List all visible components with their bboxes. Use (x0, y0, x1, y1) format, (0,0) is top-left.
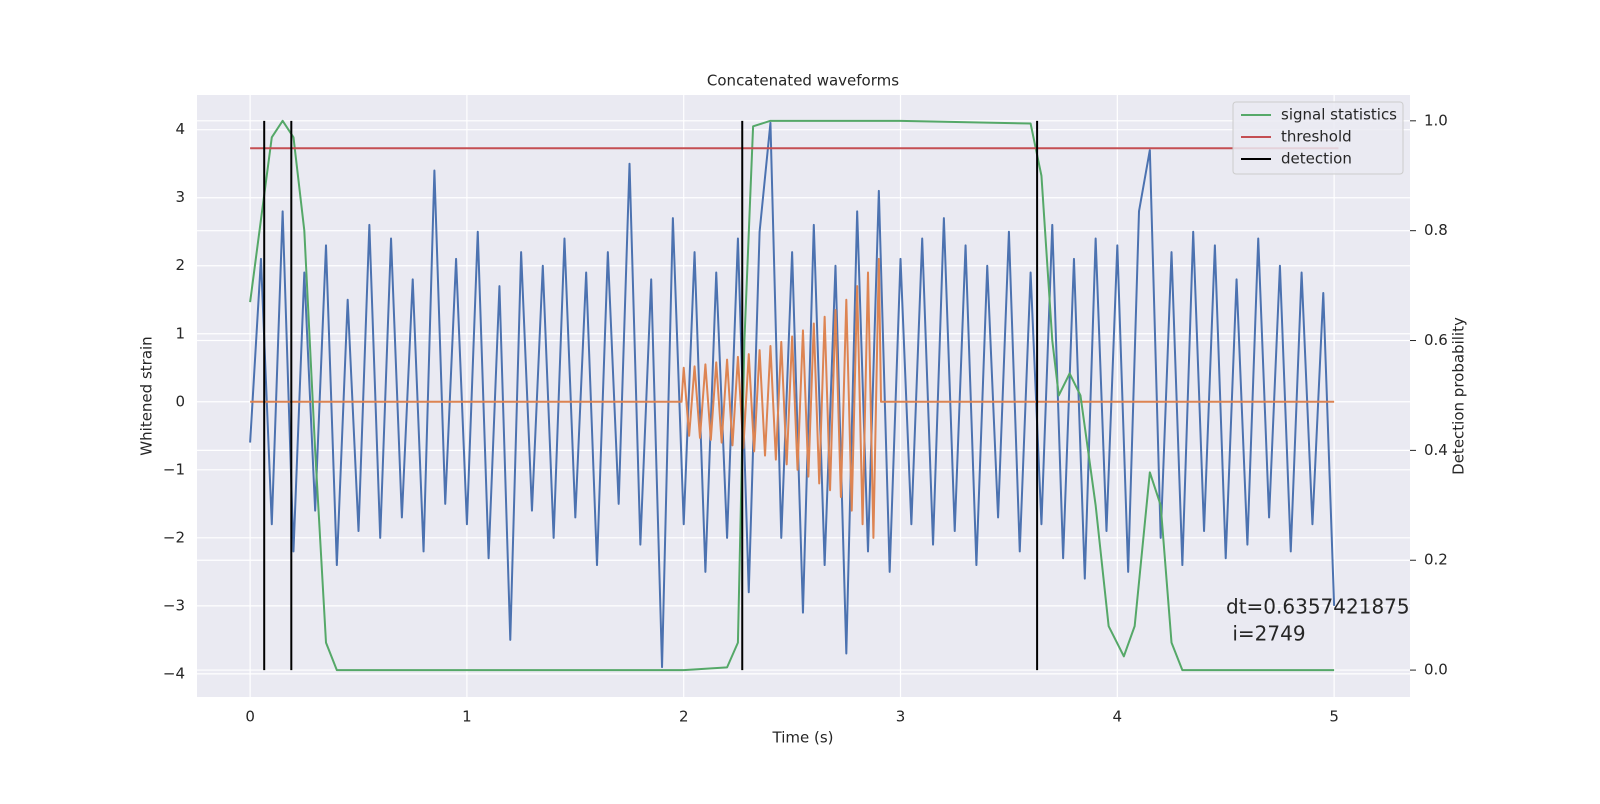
y-tick-label: −2 (163, 528, 185, 546)
series-line (250, 257, 1335, 539)
y-tick-label: 3 (175, 188, 185, 206)
x-tick-label: 3 (896, 708, 906, 726)
y-tick-label: 0 (175, 392, 185, 410)
x-tick-label: 4 (1113, 708, 1123, 726)
y2-tick-label: 0.6 (1424, 331, 1448, 349)
annotation: i=2749 (1226, 622, 1306, 646)
x-tick-label: 2 (679, 708, 689, 726)
y2-tick-label: 0.0 (1424, 661, 1448, 679)
y-tick-label: 4 (175, 120, 185, 138)
y-tick-label: 1 (175, 324, 185, 342)
legend-label: detection (1281, 150, 1352, 168)
y2-tick-label: 0.8 (1424, 221, 1448, 239)
y-tick-label: −3 (163, 596, 185, 614)
y2-tick-label: 0.4 (1424, 441, 1448, 459)
y-tick-label: −4 (163, 664, 185, 682)
series-line (249, 121, 1336, 669)
x-tick-label: 1 (462, 708, 472, 726)
legend-box (1232, 101, 1404, 175)
y2-tick-label: 0.2 (1424, 551, 1448, 569)
legend-label: signal statistics (1281, 106, 1397, 124)
chart-title: Concatenated waveforms (707, 72, 899, 90)
y-tick-label: 2 (175, 256, 185, 274)
series-line (249, 119, 1335, 672)
x-tick-label: 5 (1329, 708, 1339, 726)
annotation: dt=0.6357421875 (1226, 595, 1410, 619)
x-axis-label: Time (s) (772, 729, 834, 747)
y2-tick-label: 1.0 (1424, 111, 1448, 129)
y-axis-label: Whitened strain (138, 336, 156, 455)
y2-axis-label: Detection probability (1450, 317, 1468, 475)
legend-label: threshold (1281, 128, 1352, 146)
y-tick-label: −1 (163, 460, 185, 478)
x-tick-label: 0 (245, 708, 255, 726)
